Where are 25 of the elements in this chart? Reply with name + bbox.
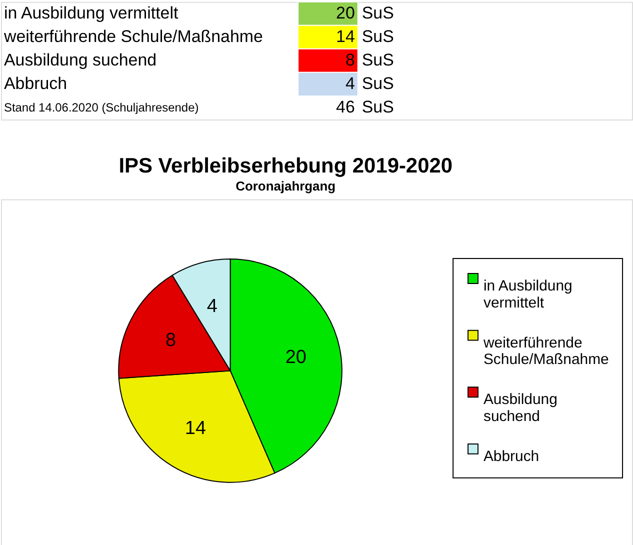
category-label: in Ausbildung vermittelt xyxy=(4,4,178,23)
legend-label: in Ausbildung vermittelt xyxy=(483,277,572,312)
text: SuS xyxy=(362,50,394,70)
category-label: weiterführende Schule/Maßnahme xyxy=(2,27,263,46)
chart-title: IPS Verbleibserhebung 2019-2020 xyxy=(118,154,452,178)
data-label: 20 xyxy=(285,347,306,368)
text: SuS xyxy=(362,27,394,46)
text: SuS xyxy=(362,98,394,117)
text: 46 xyxy=(336,98,355,117)
legend-label: weiterführende Schule/Maßnahme xyxy=(482,334,609,368)
data-label: 8 xyxy=(166,330,176,351)
data-label: 14 xyxy=(184,418,206,439)
category-label: Ausbildung suchend xyxy=(4,50,157,70)
category-label: Abbruch xyxy=(4,74,68,94)
legend-label: Abbruch xyxy=(483,448,540,465)
text: SuS xyxy=(362,74,394,94)
data-label: 4 xyxy=(206,296,218,318)
data-label: 14 xyxy=(336,27,355,46)
text: Stand 14.06.2020 (Schuljahresende) xyxy=(4,100,199,115)
data-label: 8 xyxy=(345,50,355,70)
data-label: 4 xyxy=(345,74,355,94)
data-label: 20 xyxy=(336,4,355,23)
text: SuS xyxy=(362,4,394,23)
chart-subtitle: Coronajahrgang xyxy=(236,178,336,194)
legend-label: Ausbildung suchend xyxy=(483,391,558,426)
